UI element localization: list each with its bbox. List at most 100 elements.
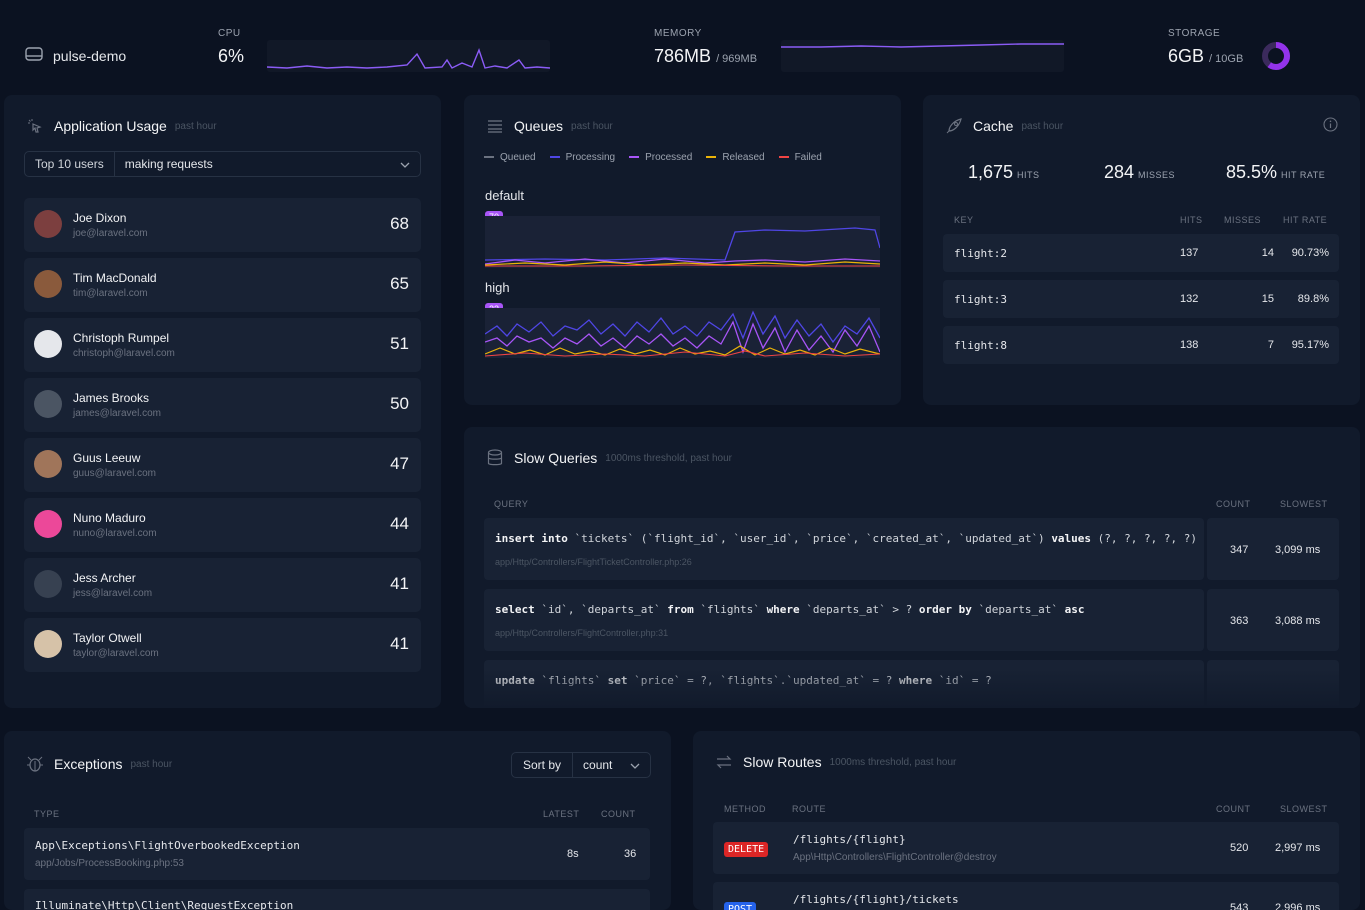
queue-default-chart: [484, 216, 881, 268]
application-usage-card: Application Usage past hour Top 10 users…: [4, 95, 441, 708]
cpu-value: 6%: [218, 46, 245, 66]
table-row[interactable]: [943, 326, 1339, 364]
cache-key-hits: 137: [1180, 247, 1199, 259]
avatar: [34, 390, 62, 418]
list-item[interactable]: Tim MacDonald tim@laravel.com 65: [24, 258, 421, 312]
cache-key-rate: 89.8%: [1297, 293, 1329, 305]
list-item[interactable]: Christoph Rumpel christoph@laravel.com 51: [24, 318, 421, 372]
queue-list-icon: [486, 117, 504, 135]
user-request-count: 65: [390, 274, 409, 293]
table-row[interactable]: [713, 822, 1339, 874]
storage-label: STORAGE: [1168, 28, 1221, 39]
bug-icon: [26, 755, 44, 773]
legend-item: Released: [706, 152, 765, 163]
cache-key-misses: 14: [1261, 247, 1274, 259]
table-row[interactable]: [24, 828, 650, 880]
legend-item: Processed: [629, 152, 692, 163]
user-request-count: 41: [390, 574, 409, 593]
exception-count: 36: [624, 848, 637, 860]
avatar: [34, 210, 62, 238]
cache-key-hits: 138: [1180, 339, 1199, 351]
exceptions-sort-select[interactable]: Sort by count: [511, 752, 651, 778]
method-badge: DELETE: [724, 842, 769, 857]
table-row[interactable]: [484, 589, 1204, 651]
query-slowest: 3,099 ms: [1275, 544, 1321, 556]
cache-subtitle: past hour: [1021, 120, 1064, 132]
chevron-down-icon: [400, 157, 410, 171]
user-name: Taylor Otwell: [73, 631, 142, 645]
query-slowest: 3,088 ms: [1275, 615, 1321, 627]
avatar: [34, 630, 62, 658]
queue-high-label: high: [485, 280, 510, 295]
query-count: 347: [1230, 544, 1249, 556]
user-email: jess@laravel.com: [73, 588, 153, 599]
memory-sparkline: [781, 40, 1064, 72]
database-icon: [486, 449, 504, 467]
storage-value: 6GB / 10GB: [1168, 46, 1244, 66]
slow-queries-card: Slow Queries 1000ms threshold, past hour…: [464, 427, 1360, 708]
sort-by-value[interactable]: count: [583, 758, 613, 772]
user-name: Guus Leeuw: [73, 451, 141, 465]
slow-routes-title: Slow Routes: [743, 754, 822, 770]
route-slowest: 2,996 ms: [1275, 902, 1321, 910]
cache-header-misses: MISSES: [1224, 215, 1262, 225]
route-path: /flights/{flight}: [793, 833, 906, 846]
list-item[interactable]: Nuno Maduro nuno@laravel.com 44: [24, 498, 421, 552]
cache-key-hits: 132: [1180, 293, 1199, 305]
user-request-count: 68: [390, 214, 409, 233]
queues-title: Queues: [514, 118, 564, 134]
user-email: james@laravel.com: [73, 408, 161, 419]
list-item[interactable]: Taylor Otwell taylor@laravel.com 41: [24, 618, 421, 672]
cache-header-key: KEY: [954, 215, 974, 225]
cache-hit-rate: 85.5% HIT RATE: [1226, 162, 1326, 182]
exception-type: Illuminate\Http\Client\RequestException: [35, 899, 294, 910]
table-row[interactable]: [713, 882, 1339, 910]
user-name: Christoph Rumpel: [73, 331, 170, 345]
user-email: taylor@laravel.com: [73, 648, 159, 659]
route-action: App\Http\Controllers\FlightController@de…: [793, 852, 997, 863]
user-request-count: 47: [390, 454, 409, 473]
table-row[interactable]: [484, 518, 1204, 580]
exception-type: App\Exceptions\FlightOverbookedException: [35, 839, 300, 852]
usage-filter-select[interactable]: Top 10 users making requests: [24, 151, 421, 177]
exception-location: app/Jobs/ProcessBooking.php:53: [35, 858, 184, 869]
query-location: app/Http/Controllers/FlightController.ph…: [495, 628, 669, 638]
query-text: update `flights` set `price` = ?, `fligh…: [495, 674, 992, 687]
server-icon: [25, 46, 43, 65]
info-icon[interactable]: [1323, 117, 1338, 137]
user-request-count: 51: [390, 334, 409, 353]
queue-high-chart: [484, 308, 881, 358]
table-row[interactable]: [24, 889, 650, 910]
list-item[interactable]: James Brooks james@laravel.com 50: [24, 378, 421, 432]
user-name: Jess Archer: [73, 571, 136, 585]
query-location: app/Http/Controllers/FlightTicketControl…: [495, 557, 692, 567]
application-usage-subtitle: past hour: [174, 120, 217, 132]
usage-filter-limit[interactable]: Top 10 users: [25, 152, 115, 176]
arrows-switch-icon: [715, 753, 733, 771]
list-item[interactable]: Joe Dixon joe@laravel.com 68: [24, 198, 421, 252]
list-item[interactable]: Guus Leeuw guus@laravel.com 47: [24, 438, 421, 492]
cache-key: flight:2: [954, 247, 1007, 260]
usage-filter-type[interactable]: making requests: [124, 157, 213, 171]
query-text: insert into `tickets` (`flight_id`, `use…: [495, 532, 1198, 545]
table-row[interactable]: [943, 234, 1339, 272]
cache-key: flight:3: [954, 293, 1007, 306]
table-row[interactable]: [943, 280, 1339, 318]
avatar: [34, 450, 62, 478]
exceptions-subtitle: past hour: [130, 758, 173, 770]
user-name: Joe Dixon: [73, 211, 127, 225]
server-name: pulse-demo: [25, 46, 126, 65]
user-email: guus@laravel.com: [73, 468, 156, 479]
ex-header-type: TYPE: [34, 809, 60, 819]
user-name: Nuno Maduro: [73, 511, 146, 525]
legend-item: Failed: [778, 152, 822, 163]
top-bar: pulse-demo CPU 6% MEMORY 786MB / 969MB S…: [0, 0, 1365, 90]
cpu-label: CPU: [218, 28, 241, 39]
cache-key-misses: 15: [1261, 293, 1274, 305]
list-item[interactable]: Jess Archer jess@laravel.com 41: [24, 558, 421, 612]
queues-subtitle: past hour: [571, 120, 613, 132]
queues-card: Queues past hour Queued Processing Process…: [464, 95, 901, 405]
slow-queries-title: Slow Queries: [514, 450, 598, 466]
cpu-sparkline: [267, 40, 550, 72]
slow-queries-subtitle: 1000ms threshold, past hour: [605, 452, 733, 464]
